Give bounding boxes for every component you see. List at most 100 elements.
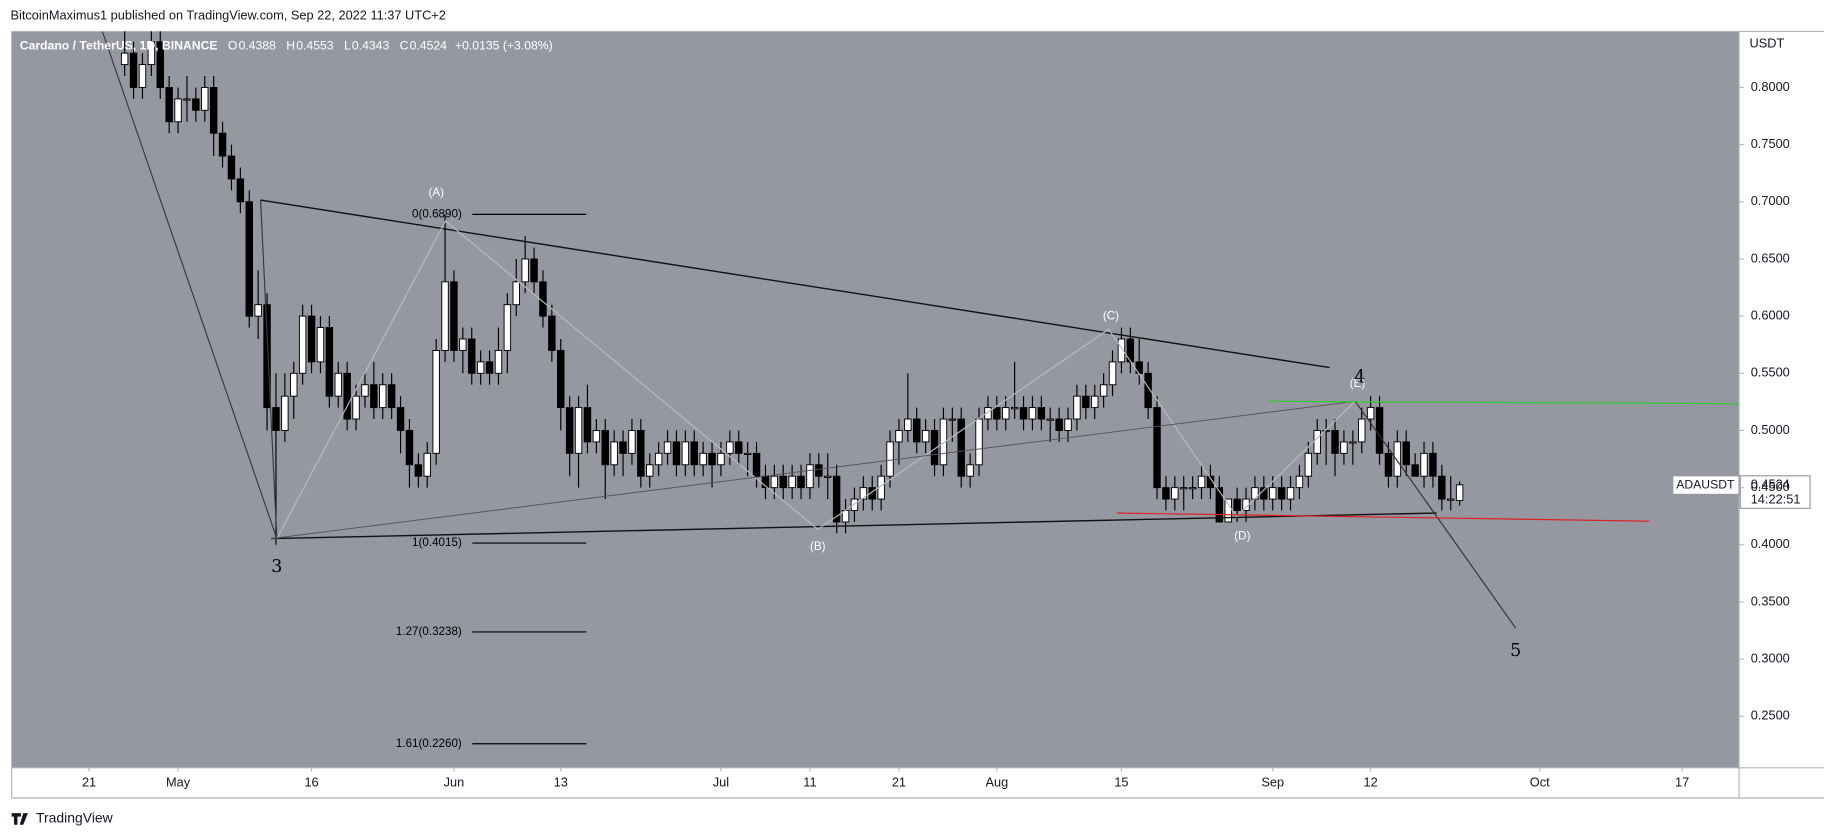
y-tick-label: 0.5500 bbox=[1751, 365, 1790, 380]
candle-body bbox=[930, 430, 939, 466]
countdown: 14:22:51 bbox=[1751, 492, 1801, 507]
y-tick-label: 0.3000 bbox=[1751, 651, 1790, 666]
wave-label: (B) bbox=[810, 540, 826, 553]
candle-body bbox=[904, 418, 912, 431]
x-tick-label: Jun bbox=[444, 774, 465, 789]
y-tick-label: 0.6000 bbox=[1751, 308, 1790, 323]
candle-body bbox=[1002, 407, 1010, 420]
candle-body bbox=[494, 349, 503, 374]
candle-body bbox=[1455, 484, 1464, 501]
candle-body bbox=[1304, 452, 1313, 477]
footer-brand: TradingView bbox=[36, 810, 114, 826]
symbol-tag-text: ADAUSDT bbox=[1676, 477, 1735, 491]
candle-body bbox=[806, 464, 814, 489]
ohlc-letter: O bbox=[228, 39, 238, 53]
triangle-lower bbox=[271, 512, 1437, 540]
wave-label: (C) bbox=[1103, 310, 1119, 323]
resistance-line bbox=[1267, 400, 1740, 405]
candle-body bbox=[138, 64, 147, 88]
x-tick-label: 17 bbox=[1675, 774, 1689, 789]
candle-body bbox=[1055, 418, 1063, 431]
candle-body bbox=[921, 430, 930, 443]
x-tick-label: Jul bbox=[713, 774, 729, 789]
candle-body bbox=[343, 372, 351, 420]
y-tick-label: 0.7000 bbox=[1751, 193, 1790, 208]
candle-body bbox=[218, 132, 227, 157]
candle-body bbox=[743, 452, 752, 455]
symbol-tag bbox=[1672, 475, 1740, 495]
candle-body bbox=[459, 338, 467, 351]
candle-body bbox=[201, 86, 209, 111]
candle-body bbox=[1366, 407, 1375, 420]
candle-body bbox=[565, 407, 574, 454]
candle-body bbox=[476, 361, 485, 374]
candle-body bbox=[1233, 498, 1241, 511]
candle-body bbox=[1286, 487, 1295, 500]
candle-body bbox=[1402, 441, 1410, 466]
y-tick-label: 0.4500 bbox=[1751, 479, 1790, 494]
ohlc-value: 0.4524 bbox=[410, 39, 448, 53]
candle-body bbox=[1117, 338, 1126, 363]
brand-logo bbox=[11, 813, 28, 825]
y-tick-label: 0.7500 bbox=[1751, 136, 1790, 151]
candle-body bbox=[1162, 487, 1170, 500]
candle-body bbox=[1073, 395, 1081, 420]
candle-body bbox=[441, 281, 449, 351]
candle-body bbox=[129, 52, 138, 88]
fib-label: 1(0.4015) bbox=[412, 536, 462, 549]
candle-body bbox=[1447, 498, 1455, 501]
candle-body bbox=[1197, 475, 1206, 489]
candle-body bbox=[423, 452, 431, 477]
x-tick-label: Sep bbox=[1261, 774, 1284, 789]
candle-body bbox=[752, 452, 761, 477]
wave-label: (A) bbox=[428, 186, 444, 199]
candles bbox=[120, 31, 1464, 545]
candle-body bbox=[1206, 475, 1215, 489]
candle-body bbox=[1028, 407, 1037, 420]
candle-body bbox=[1046, 418, 1054, 421]
x-tick-label: 12 bbox=[1364, 774, 1378, 789]
y-unit: USDT bbox=[1750, 36, 1785, 51]
support-line bbox=[1116, 512, 1650, 522]
x-tick-label: 11 bbox=[803, 774, 816, 789]
candle-body bbox=[281, 395, 289, 431]
y-tick-label: 0.8000 bbox=[1751, 79, 1790, 94]
candle-body bbox=[1153, 407, 1161, 489]
x-tick-label: 13 bbox=[554, 774, 568, 789]
wave-label: 3 bbox=[271, 557, 282, 577]
candle-body bbox=[1188, 487, 1197, 490]
candle-body bbox=[788, 475, 796, 489]
candle-body bbox=[646, 464, 654, 477]
y-tick-label: 0.6500 bbox=[1751, 250, 1790, 265]
candle-body bbox=[1082, 395, 1090, 409]
candle-body bbox=[895, 430, 903, 443]
candle-body bbox=[1251, 487, 1259, 500]
candle-body bbox=[1269, 487, 1277, 500]
candle-body bbox=[539, 281, 547, 317]
candle-body bbox=[1358, 418, 1366, 443]
candle-body bbox=[939, 418, 948, 466]
candle-body bbox=[1340, 441, 1348, 454]
x-tick-label: Aug bbox=[985, 774, 1008, 789]
candle-body bbox=[815, 464, 823, 477]
candle-body bbox=[1349, 441, 1357, 444]
candle-body bbox=[1144, 372, 1152, 409]
last-price-tag bbox=[1739, 475, 1811, 509]
candle-body bbox=[405, 430, 414, 466]
candle-body bbox=[209, 86, 218, 134]
change: +0.0135 (+3.08%) bbox=[455, 39, 553, 53]
candle-body bbox=[414, 464, 423, 477]
candle-body bbox=[165, 86, 173, 123]
candle-body bbox=[156, 41, 164, 88]
ohlc-letter: L bbox=[344, 39, 351, 53]
plot-background bbox=[11, 31, 1740, 768]
candle-body bbox=[503, 304, 512, 351]
candle-body bbox=[432, 349, 440, 454]
candle-body bbox=[245, 201, 253, 317]
candle-body bbox=[227, 155, 236, 180]
candle-body bbox=[120, 52, 129, 66]
candle-body bbox=[379, 384, 387, 409]
candle-body bbox=[530, 258, 538, 283]
candle-body bbox=[1331, 430, 1339, 454]
candle-body bbox=[548, 315, 556, 351]
